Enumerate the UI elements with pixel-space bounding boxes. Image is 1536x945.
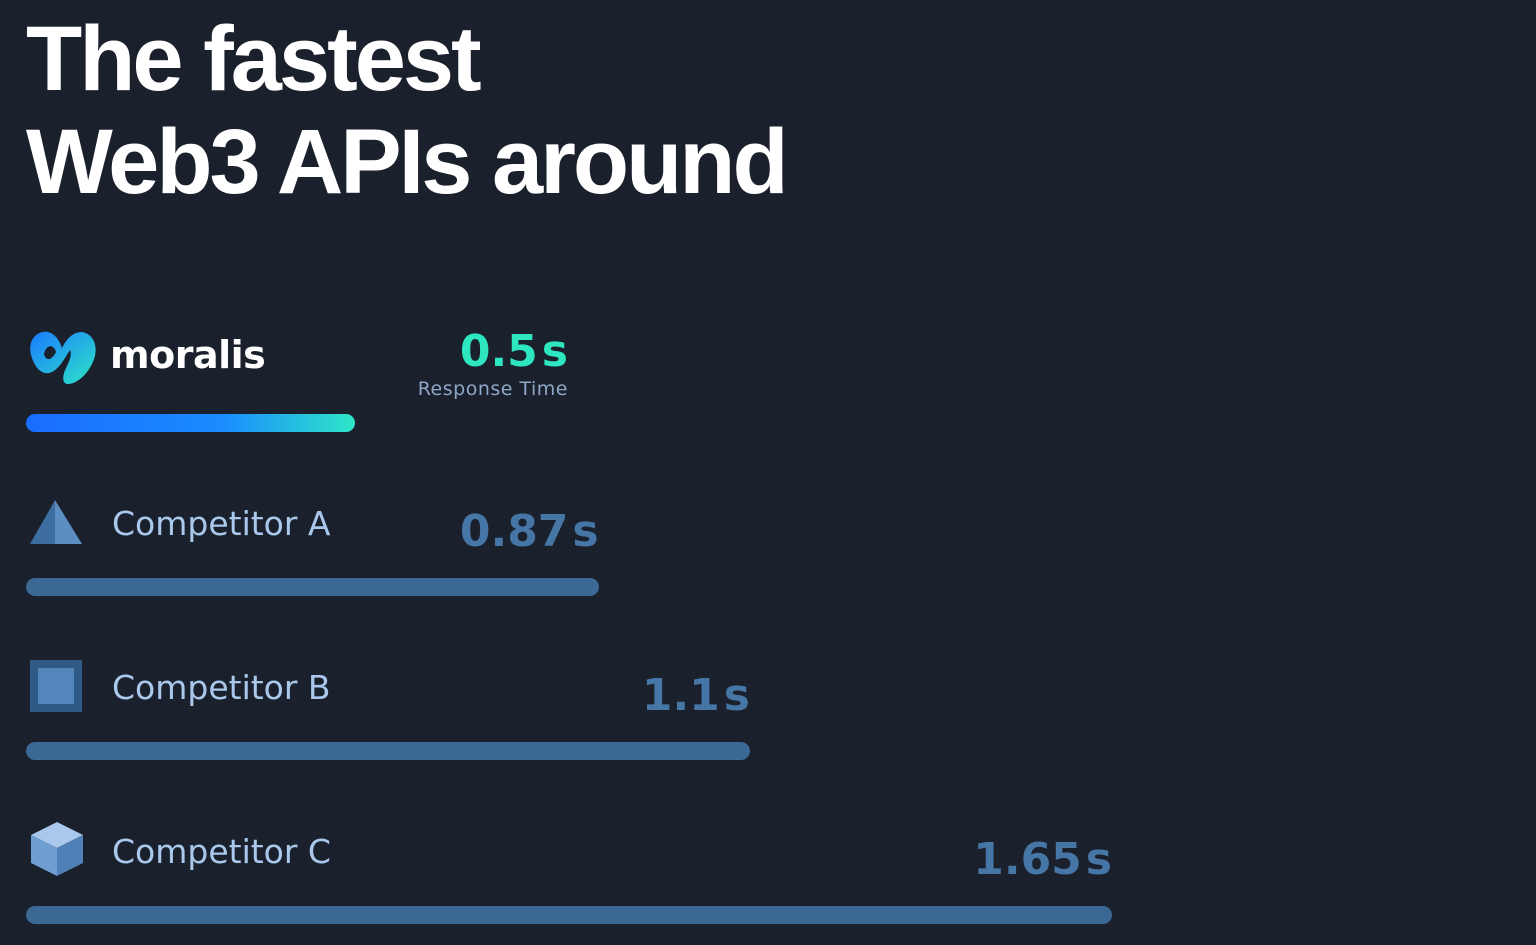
value-label: 1.1s bbox=[642, 674, 750, 718]
headline: The fastest Web3 APIs around bbox=[26, 8, 789, 214]
value-label: 1.65s bbox=[973, 838, 1112, 882]
value-unit: s bbox=[541, 326, 568, 377]
bar bbox=[26, 414, 356, 432]
bar bbox=[26, 742, 750, 760]
triangle-icon bbox=[30, 500, 82, 544]
value-number: 0.87 bbox=[459, 506, 569, 557]
brand-name: moralis bbox=[110, 333, 266, 377]
value-label: 0.87s bbox=[460, 510, 599, 554]
value-unit: s bbox=[723, 670, 750, 721]
value-number: 0.5 bbox=[459, 326, 538, 377]
moralis-logo-icon bbox=[30, 331, 96, 384]
bar bbox=[26, 578, 599, 596]
response-time-caption: Response Time bbox=[417, 378, 568, 400]
headline-line-1: The fastest bbox=[26, 8, 482, 110]
value-unit: s bbox=[572, 506, 599, 557]
cube-icon bbox=[31, 822, 83, 876]
bar bbox=[26, 906, 1112, 924]
category-label: Competitor C bbox=[112, 832, 331, 871]
value-number: 1.1 bbox=[641, 670, 720, 721]
headline-line-2: Web3 APIs around bbox=[26, 111, 789, 213]
square-icon bbox=[30, 660, 82, 712]
value-unit: s bbox=[1085, 834, 1112, 885]
category-label: Competitor B bbox=[112, 668, 331, 707]
category-label: Competitor A bbox=[112, 504, 331, 543]
value-number: 1.65 bbox=[973, 834, 1082, 885]
value-label: 0.5s bbox=[460, 330, 568, 374]
